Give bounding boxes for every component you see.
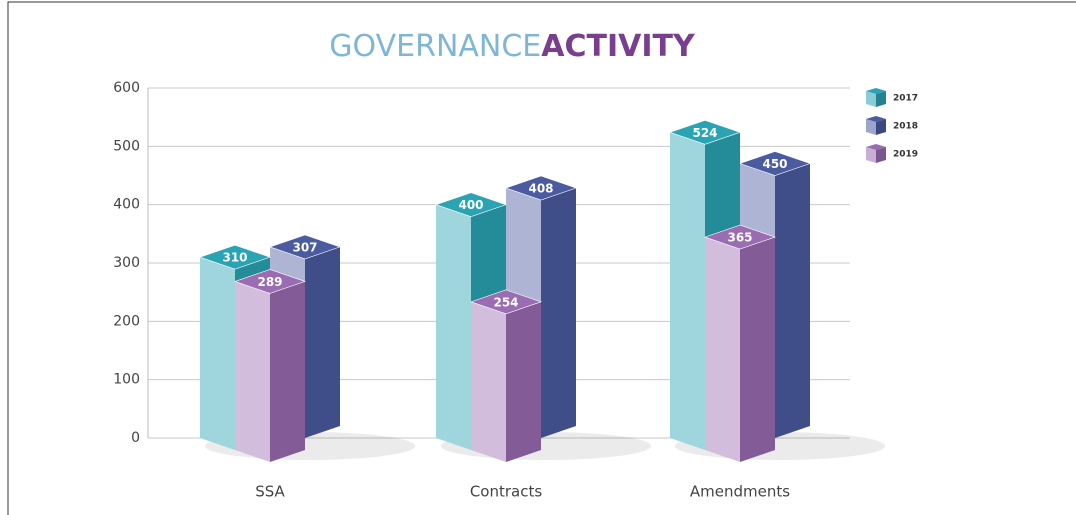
value-label: 310	[222, 251, 247, 265]
bar	[234, 269, 306, 462]
legend-swatch	[866, 147, 876, 163]
x-tick-label: SSA	[255, 483, 285, 501]
y-tick-label: 600	[113, 80, 140, 96]
bar-top	[435, 192, 507, 217]
title-highlight: ACTIVITY	[541, 29, 696, 64]
bar-right-face	[775, 163, 810, 438]
bar-top	[269, 234, 341, 260]
bar-left-face	[471, 301, 506, 462]
bar-right-face	[270, 281, 305, 462]
frame	[7, 1, 1076, 515]
bar-top	[739, 151, 811, 176]
x-tick-label: Amendments	[690, 483, 790, 501]
y-tick-label: 300	[113, 255, 140, 271]
legend-label: 2018	[893, 122, 918, 132]
bar-right-face	[740, 237, 775, 462]
bar-left-face	[235, 281, 270, 462]
y-tick-label: 0	[131, 430, 140, 446]
value-label: 408	[528, 182, 553, 196]
value-label: 289	[257, 275, 282, 289]
legend-label: 2017	[893, 94, 918, 104]
value-label: 400	[458, 198, 483, 212]
value-label: 365	[727, 231, 752, 245]
legend-swatch	[876, 119, 886, 135]
legend-swatch	[866, 91, 876, 107]
value-label: 450	[762, 157, 787, 171]
bar-right-face	[541, 188, 576, 438]
y-tick-label: 200	[113, 313, 140, 329]
value-label: 307	[292, 240, 317, 254]
legend-label: 2019	[893, 150, 918, 160]
bar-top	[234, 269, 306, 294]
legend-swatch	[866, 116, 886, 122]
title-part: GOVERNANCE	[329, 29, 541, 64]
bar-left-face	[436, 204, 471, 450]
value-label: 254	[493, 295, 518, 309]
y-tick-label: 400	[113, 197, 140, 213]
bar-left-face	[200, 257, 235, 450]
bar	[470, 289, 542, 462]
value-label: 524	[692, 126, 717, 140]
bar-top	[704, 224, 776, 250]
legend-swatch	[866, 119, 876, 135]
legend-swatch	[866, 88, 886, 94]
bar	[704, 224, 776, 462]
legend-swatch	[876, 147, 886, 163]
y-tick-label: 100	[113, 372, 140, 388]
x-tick-label: Contracts	[470, 483, 543, 501]
chart-title: GOVERNANCEACTIVITY	[329, 29, 696, 64]
bar-top	[470, 289, 542, 315]
bar-right-face	[305, 246, 340, 438]
bar-right-face	[506, 301, 541, 462]
bar-top	[505, 175, 577, 201]
legend-swatch	[866, 144, 886, 150]
legend-swatch	[876, 91, 886, 107]
bar-left-face	[705, 237, 740, 462]
y-tick-label: 500	[113, 138, 140, 154]
bar-top	[669, 120, 741, 145]
bar-top	[199, 244, 271, 270]
bar-left-face	[670, 132, 705, 451]
